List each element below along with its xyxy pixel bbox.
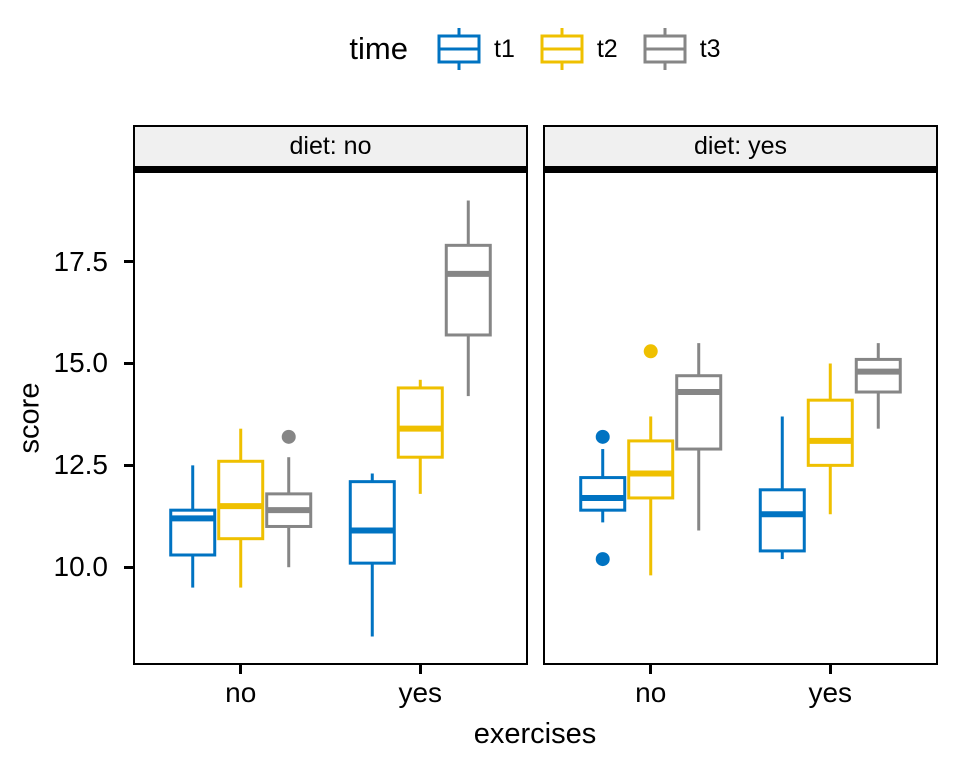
facet-strip-label: diet: yes — [693, 132, 788, 160]
legend-entry-t3: t3 — [642, 26, 721, 72]
x-axis-tick — [649, 665, 653, 674]
outlier-dot — [643, 344, 658, 359]
outlier-dot — [595, 429, 610, 444]
legend-key-boxplot-icon — [643, 28, 687, 70]
box-t1-yes-diet-no — [348, 473, 396, 637]
box-t3-no-diet-yes — [675, 343, 723, 531]
box-t3-no-diet-no — [265, 429, 313, 568]
y-axis-tick — [124, 463, 133, 467]
legend-title: time — [349, 31, 408, 66]
strip-divider — [543, 168, 938, 173]
facet-panel-diet-no — [133, 172, 528, 665]
box-t3-yes-diet-yes — [854, 343, 902, 429]
legend-entry-t2: t2 — [539, 26, 618, 72]
x-axis-tick — [418, 665, 422, 674]
legend-entry-label: t1 — [494, 34, 515, 63]
y-tick-label: 15.0 — [53, 347, 109, 379]
box-t2-yes-diet-no — [396, 379, 444, 494]
x-tick-label: no — [635, 677, 667, 708]
facet-panel-diet-yes — [543, 172, 938, 665]
legend-key-boxplot-icon — [437, 28, 481, 70]
box-t1-no-diet-no — [169, 465, 217, 588]
outlier-dot — [281, 429, 296, 444]
box-t2-yes-diet-yes — [806, 363, 854, 515]
legend-entry-label: t2 — [596, 34, 618, 63]
y-axis-tick — [124, 361, 133, 365]
box-t1-no-diet-yes — [579, 429, 627, 567]
x-axis-tick — [828, 665, 832, 674]
y-axis-tick — [124, 565, 133, 569]
box-t1-yes-diet-yes — [758, 416, 806, 560]
outlier-dot — [595, 552, 610, 567]
y-tick-label: 17.5 — [53, 245, 109, 277]
x-tick-label: no — [225, 677, 257, 708]
y-tick-label: 10.0 — [53, 551, 109, 583]
x-tick-label: yes — [808, 677, 853, 708]
legend-entry-t1: t1 — [436, 26, 515, 72]
facet-strip-diet-yes: diet: yes — [543, 125, 938, 168]
box-t2-no-diet-no — [217, 428, 265, 588]
legend-entry-label: t3 — [699, 34, 721, 63]
facet-strip-label: diet: no — [289, 132, 372, 160]
y-axis-tick — [124, 260, 133, 264]
y-tick-label: 12.5 — [53, 449, 109, 481]
x-axis-title: exercises — [473, 718, 597, 750]
x-tick-label: yes — [398, 677, 443, 708]
legend: time t1 t2 t3 — [110, 18, 960, 80]
x-axis-tick — [239, 665, 243, 674]
y-axis-title: score — [13, 382, 46, 454]
strip-divider — [133, 168, 528, 173]
box-t2-no-diet-yes — [627, 344, 675, 576]
box-t3-yes-diet-no — [444, 200, 492, 397]
legend-key-boxplot-icon — [540, 28, 584, 70]
facet-strip-diet-no: diet: no — [133, 125, 528, 168]
